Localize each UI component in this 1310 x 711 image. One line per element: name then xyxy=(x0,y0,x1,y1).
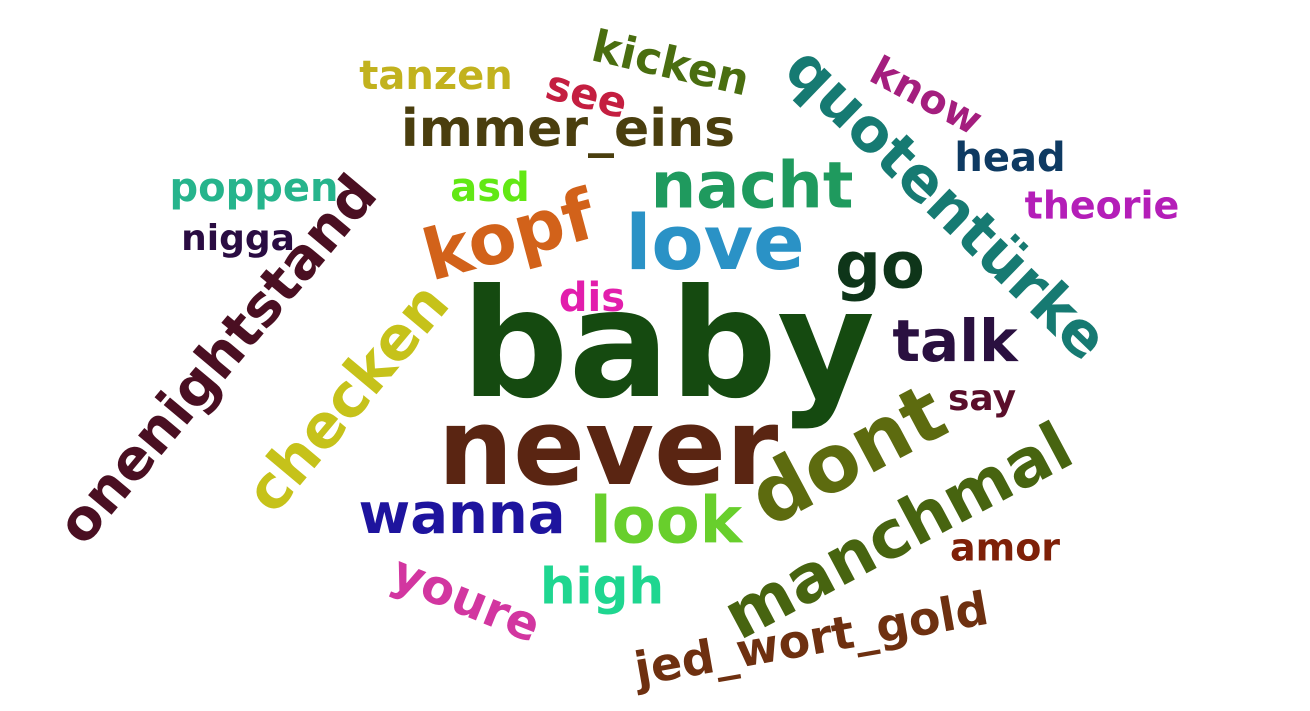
word-theorie: theorie xyxy=(1025,184,1180,228)
word-dis: dis xyxy=(559,275,625,321)
word-youre: youre xyxy=(384,544,548,654)
word-wanna: wanna xyxy=(358,482,565,547)
word-nigga: nigga xyxy=(181,218,295,259)
word-tanzen: tanzen xyxy=(359,53,512,99)
word-nacht: nacht xyxy=(651,150,854,224)
word-love: love xyxy=(625,198,804,287)
word-baby: baby xyxy=(461,258,875,432)
word-talk: talk xyxy=(892,307,1019,375)
word-high: high xyxy=(540,558,664,616)
word-say: say xyxy=(948,378,1016,419)
word-poppen: poppen xyxy=(170,165,339,211)
word-immer-eins: immer_eins xyxy=(401,99,735,159)
word-go: go xyxy=(835,230,925,304)
cloud-words: baby never dont manchmal love kopf nacht… xyxy=(45,21,1180,697)
word-amor: amor xyxy=(950,526,1060,570)
word-asd: asd xyxy=(450,165,529,211)
word-never: never xyxy=(438,386,779,509)
word-look: look xyxy=(590,485,744,559)
word-head: head xyxy=(954,135,1065,181)
